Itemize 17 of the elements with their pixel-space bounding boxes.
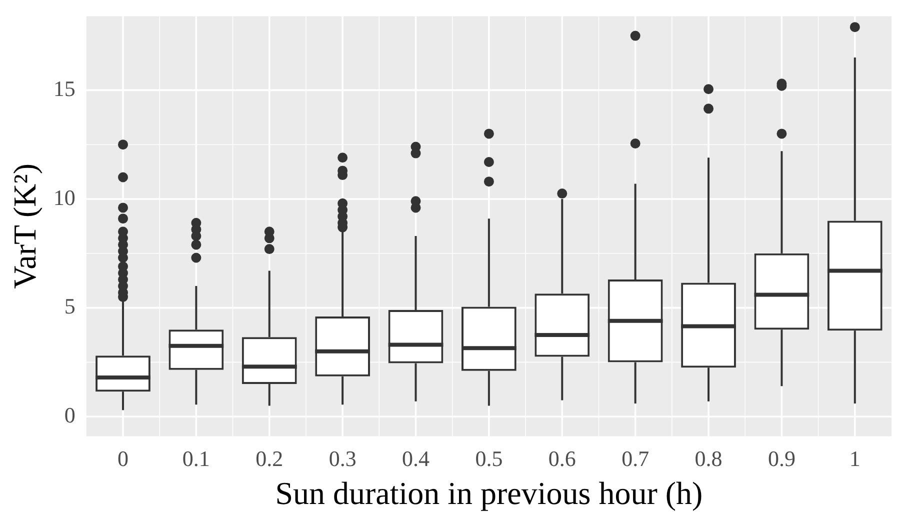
y-tick-label: 5	[64, 294, 76, 319]
x-tick-label: 0.3	[328, 446, 356, 472]
x-tick-label: 1	[849, 446, 860, 472]
y-tick-label: 0	[64, 402, 76, 428]
x-tick-label: 0.4	[402, 446, 430, 472]
y-axis-title: VarT (K²)	[6, 163, 43, 289]
x-tick-label: 0.5	[475, 446, 503, 472]
x-tick-label: 0.1	[182, 446, 210, 472]
x-tick-label: 0	[117, 446, 128, 472]
x-tick-label: 0.2	[256, 446, 284, 472]
x-axis-title: Sun duration in previous hour (h)	[275, 475, 703, 512]
x-tick-label: 0.6	[548, 446, 576, 472]
x-tick-label: 0.9	[768, 446, 796, 472]
y-tick-label: 15	[53, 76, 76, 101]
x-tick-label: 0.7	[622, 446, 650, 472]
x-tick-label: 0.8	[694, 446, 722, 472]
y-tick-label: 10	[53, 184, 76, 210]
